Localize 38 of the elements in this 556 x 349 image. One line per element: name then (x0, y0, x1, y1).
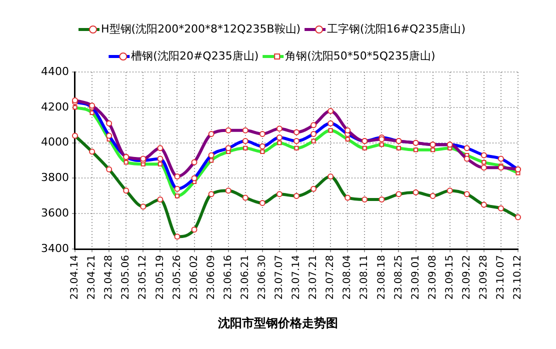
x-tick-label: 23.04.28 (104, 255, 115, 300)
x-tick-label: 23.10.07 (496, 255, 507, 300)
x-tick-label: 23.06.16 (222, 255, 234, 300)
x-tick-label: 23.08.18 (376, 255, 388, 300)
x-tick-label: 23.09.01 (410, 255, 422, 300)
x-tick-label: 23.05.19 (154, 255, 166, 300)
x-tick-label: 23.07.28 (325, 255, 336, 300)
x-tick-label: 23.07.14 (291, 255, 302, 300)
x-tick-label: 23.05.26 (172, 255, 183, 300)
x-tick-label: 23.04.14 (70, 255, 81, 300)
x-tick-label: 23.08.11 (359, 255, 370, 300)
x-tick-label: 23.06.09 (206, 255, 217, 300)
x-tick-label: 23.07.21 (308, 255, 320, 300)
legend-label: 槽钢(沈阳20#Q235唐山) (131, 49, 259, 62)
text: 沈阳市型钢价格走势图 (217, 316, 338, 330)
x-tick-label: 23.05.06 (120, 255, 132, 300)
x-tick-label: 23.07.07 (274, 255, 286, 300)
y-tick-label: 4200 (40, 100, 69, 114)
x-tick-label: 23.06.02 (188, 255, 200, 300)
x-tick-label: 23.09.22 (461, 255, 472, 300)
legend-label: 角钢(沈阳50*50*5Q235唐山) (285, 49, 436, 62)
legend-label: 工字钢(沈阳16#Q235唐山) (327, 22, 466, 36)
x-tick-label: 23.10.12 (512, 255, 524, 300)
x-tick-label: 23.06.21 (240, 255, 251, 300)
x-tick-label: 23.04.21 (86, 255, 98, 300)
x-tick-label: 23.08.25 (393, 255, 404, 300)
y-tick-label: 3800 (40, 171, 69, 184)
x-tick-label: 23.06.30 (257, 255, 268, 300)
x-tick-label: 23.09.28 (478, 255, 490, 300)
y-tick-label: 4400 (40, 64, 69, 78)
x-tick-label: 23.09.08 (427, 255, 438, 300)
x-tick-label: 23.05.12 (138, 255, 149, 300)
y-tick-label: 3600 (40, 206, 69, 220)
x-tick-label: 23.09.15 (444, 255, 456, 300)
y-tick-label: 3400 (40, 242, 69, 255)
y-tick-label: 4000 (40, 136, 69, 149)
x-tick-label: 23.08.04 (342, 255, 354, 300)
legend-label: H型钢(沈阳200*200*8*12Q235B鞍山) (101, 22, 301, 36)
